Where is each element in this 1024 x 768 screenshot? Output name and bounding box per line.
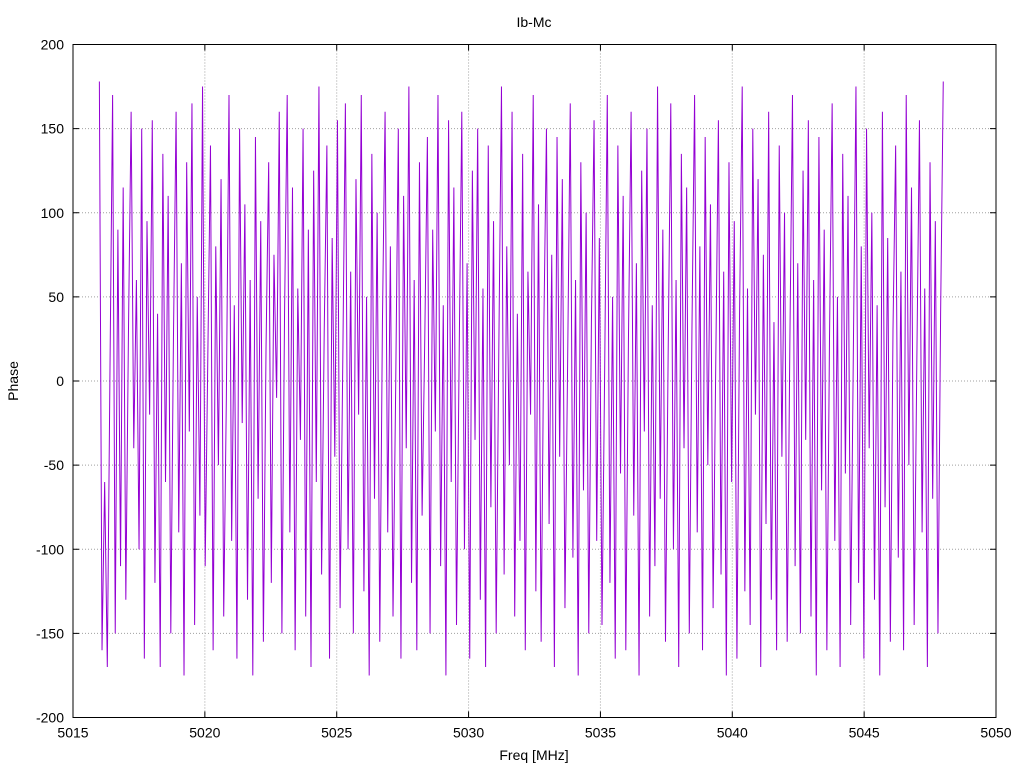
y-tick-label: -100 xyxy=(36,541,64,557)
series-group xyxy=(98,81,944,676)
x-axis-title: Freq [MHz] xyxy=(499,747,568,763)
y-tick-label: -200 xyxy=(36,710,64,726)
x-tick-label: 5035 xyxy=(585,725,616,741)
x-tick-label: 5050 xyxy=(980,725,1011,741)
x-tick-label: 5020 xyxy=(189,725,220,741)
y-tick-label: 100 xyxy=(41,205,65,221)
x-tick-label: 5015 xyxy=(57,725,88,741)
x-tick-label: 5045 xyxy=(849,725,880,741)
y-tick-label: -150 xyxy=(36,625,64,641)
y-tick-label: -50 xyxy=(44,457,64,473)
chart-title: Ib-Mc xyxy=(517,14,552,30)
x-tick-label: 5040 xyxy=(717,725,748,741)
x-tick-label: 5025 xyxy=(321,725,352,741)
phase-series-line xyxy=(98,81,944,676)
ticks: 5015 5020 5025 5030 5035 5040 5045 5050 -200 -150… xyxy=(36,37,1012,741)
y-tick-label: 150 xyxy=(41,121,65,137)
y-tick-label: 0 xyxy=(56,373,64,389)
y-tick-label: 50 xyxy=(48,289,64,305)
x-tick-label: 5030 xyxy=(453,725,484,741)
y-tick-label: 200 xyxy=(41,37,65,53)
y-axis-title: Phase xyxy=(5,361,21,401)
